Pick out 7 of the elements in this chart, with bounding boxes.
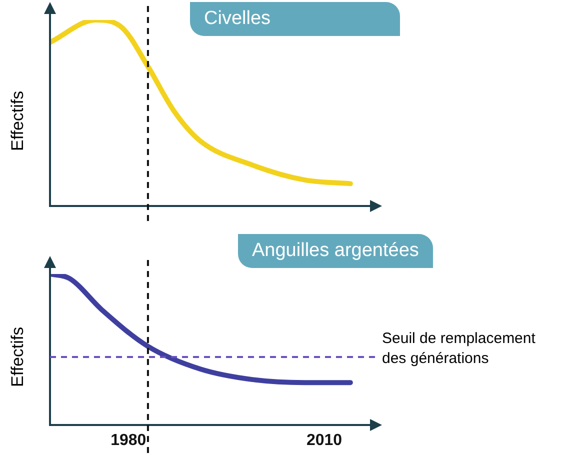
x-tick-label: 2010	[306, 432, 342, 449]
x-tick-label: 1980	[110, 432, 146, 449]
title-label-box: Civelles	[190, 2, 400, 36]
title-label-box: Anguilles argentées	[238, 234, 433, 268]
y-axis-title: Effectifs	[8, 327, 28, 388]
ref-line-label: Seuil de remplacement des générations	[382, 328, 536, 369]
y-axis-title: Effectifs	[8, 90, 28, 151]
